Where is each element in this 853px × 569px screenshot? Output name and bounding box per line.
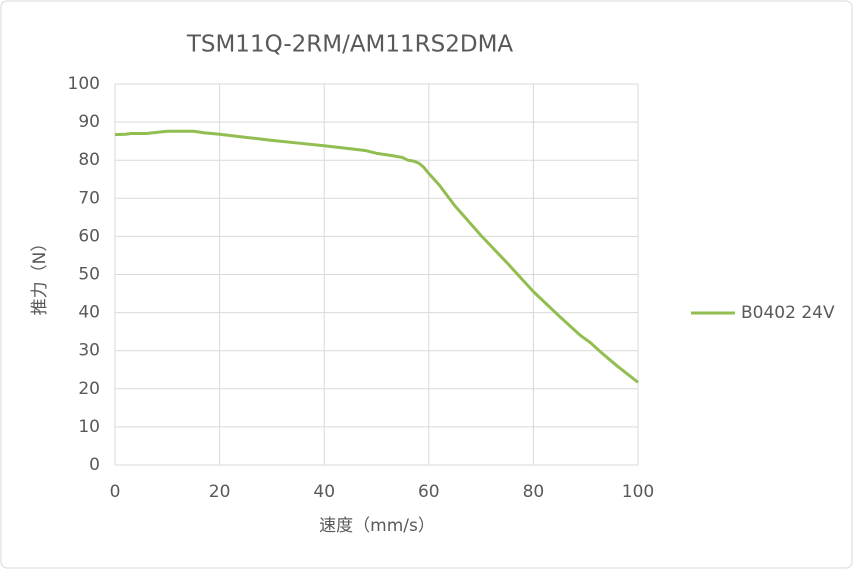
x-tick-label: 20 <box>209 482 231 502</box>
x-axis-label: 速度（mm/s） <box>319 516 435 536</box>
y-tick-label: 50 <box>78 265 100 285</box>
x-tick-label: 0 <box>110 482 121 502</box>
x-tick-label: 60 <box>418 482 440 502</box>
chart-title: TSM11Q-2RM/AM11RS2DMA <box>186 32 514 58</box>
y-tick-label: 70 <box>78 188 100 208</box>
y-tick-label: 100 <box>68 74 100 94</box>
x-tick-label: 40 <box>313 482 335 502</box>
y-tick-label: 90 <box>78 112 100 132</box>
y-tick-label: 40 <box>78 303 100 323</box>
y-tick-label: 10 <box>78 417 100 437</box>
legend-label: B0402 24V <box>741 303 835 323</box>
y-axis-label: 推力（N） <box>30 235 50 316</box>
y-tick-label: 30 <box>78 341 100 361</box>
y-tick-label: 0 <box>89 455 100 475</box>
y-tick-label: 60 <box>78 226 100 246</box>
y-tick-label: 20 <box>78 379 100 399</box>
data-line <box>114 129 639 384</box>
x-tick-label: 100 <box>622 482 654 502</box>
y-tick-label: 80 <box>78 150 100 170</box>
x-tick-label: 80 <box>523 482 545 502</box>
